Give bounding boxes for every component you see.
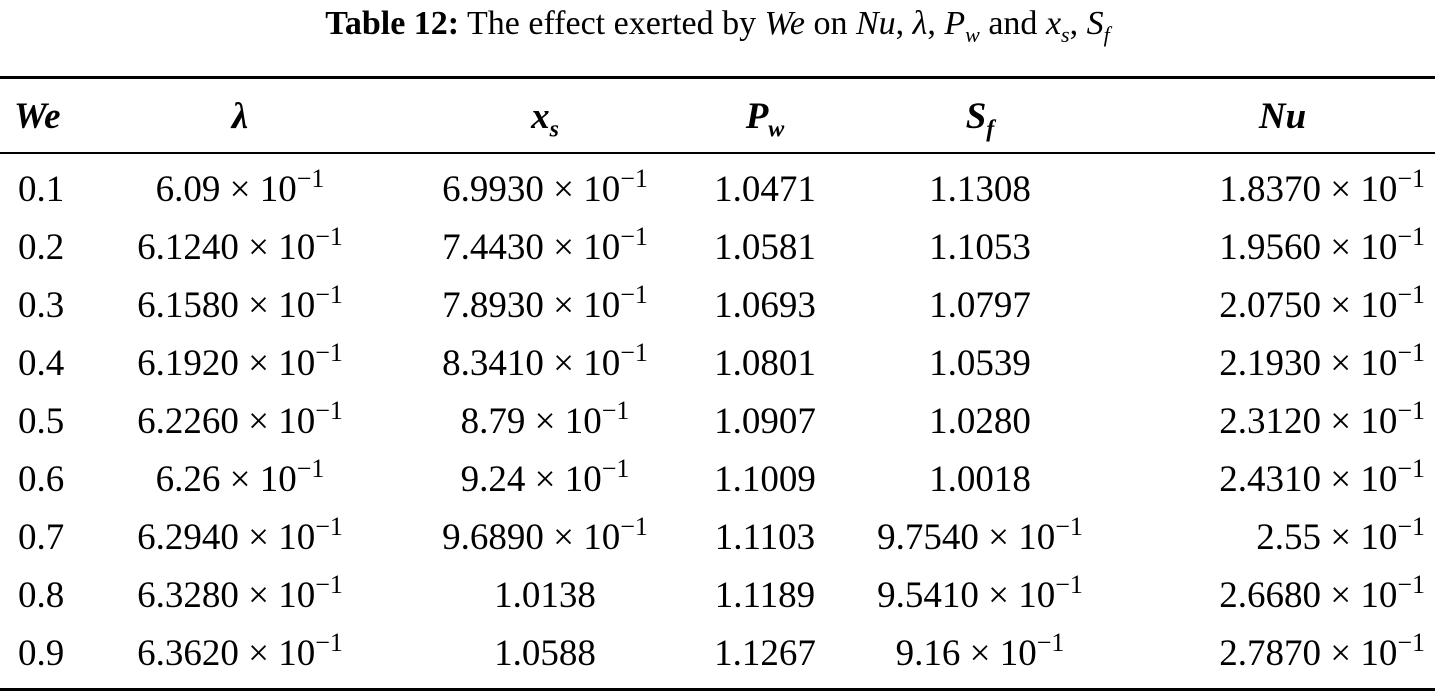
table-row: 0.2 6.1240 × 10−1 7.4430 × 10−1 1.0581 1.105… [0,218,1435,276]
cell-we: 0.5 [18,400,65,442]
cell-lambda: 6.09 × 10−1 [155,163,325,210]
top-rule [0,76,1435,79]
cell-lambda: 6.2260 × 10−1 [137,395,343,442]
data-table: We λ xs Pw Sf Nu 0.1 6.09 × 10−1 6.9930 × 10−1 1… [0,80,1435,682]
cell-pw: 1.1009 [714,458,816,500]
cell-we: 0.4 [18,342,65,384]
caption-text-on: on [813,5,848,42]
caption-symbol-sf: Sf [1086,5,1110,47]
cell-sf: 1.1308 [929,168,1031,210]
header-xs: xs [531,95,559,142]
cell-nu: 2.0750 × 10−1 [1219,279,1425,326]
cell-xs: 9.6890 × 10−1 [442,511,648,558]
cell-we: 0.1 [18,168,65,210]
caption-text-and: and [988,5,1038,42]
header-nu: Nu [1258,95,1307,137]
cell-nu: 2.3120 × 10−1 [1219,395,1425,442]
cell-we: 0.6 [18,458,65,500]
cell-we: 0.7 [18,516,65,558]
header-lambda: λ [231,95,249,137]
cell-xs: 7.8930 × 10−1 [442,279,648,326]
cell-nu: 1.8370 × 10−1 [1219,163,1425,210]
cell-sf: 1.0018 [929,458,1031,500]
cell-xs: 8.79 × 10−1 [460,395,630,442]
cell-xs: 1.0588 [494,632,596,674]
table-body: 0.1 6.09 × 10−1 6.9930 × 10−1 1.0471 1.1308 1… [0,152,1435,682]
cell-pw: 1.0907 [714,400,816,442]
header-sf: Sf [965,95,995,142]
cell-pw: 1.0471 [714,168,816,210]
cell-nu: 2.55 × 10−1 [1256,511,1425,558]
cell-sf: 9.16 × 10−1 [895,627,1065,674]
header-we: We [14,95,61,137]
cell-nu: 2.7870 × 10−1 [1219,627,1425,674]
caption-text: The effect exerted by [467,5,757,42]
cell-lambda: 6.1920 × 10−1 [137,337,343,384]
cell-lambda: 6.1580 × 10−1 [137,279,343,326]
caption-symbol-lambda: λ [912,5,928,42]
cell-lambda: 6.3280 × 10−1 [137,569,343,616]
cell-nu: 2.6680 × 10−1 [1219,569,1425,616]
caption-symbol-pw: Pw [944,5,980,47]
cell-sf: 9.7540 × 10−1 [877,511,1083,558]
cell-xs: 9.24 × 10−1 [460,453,630,500]
table-row: 0.1 6.09 × 10−1 6.9930 × 10−1 1.0471 1.1308 1… [0,152,1435,218]
bottom-rule [0,688,1435,691]
header-rule [0,152,1435,154]
cell-pw: 1.1189 [714,574,816,616]
cell-lambda: 6.2940 × 10−1 [137,511,343,558]
caption-symbol-we: We [764,5,805,42]
table-row: 0.8 6.3280 × 10−1 1.0138 1.1189 9.5410 × 10−… [0,566,1435,624]
cell-lambda: 6.26 × 10−1 [155,453,325,500]
table-row: 0.6 6.26 × 10−1 9.24 × 10−1 1.1009 1.0018 2.4… [0,450,1435,508]
cell-lambda: 6.1240 × 10−1 [137,221,343,268]
cell-nu: 2.4310 × 10−1 [1219,453,1425,500]
cell-sf: 9.5410 × 10−1 [877,569,1083,616]
cell-pw: 1.0581 [714,226,816,268]
cell-xs: 8.3410 × 10−1 [442,337,648,384]
cell-lambda: 6.3620 × 10−1 [137,627,343,674]
cell-we: 0.8 [18,574,65,616]
caption-label: Table 12: [325,5,460,42]
caption-symbol-nu: Nu [855,5,896,42]
cell-nu: 2.1930 × 10−1 [1219,337,1425,384]
table-row: 0.7 6.2940 × 10−1 9.6890 × 10−1 1.1103 9.754… [0,508,1435,566]
table-row: 0.3 6.1580 × 10−1 7.8930 × 10−1 1.0693 1.079… [0,276,1435,334]
cell-pw: 1.1103 [714,516,816,558]
table-row: 0.4 6.1920 × 10−1 8.3410 × 10−1 1.0801 1.053… [0,334,1435,392]
cell-xs: 6.9930 × 10−1 [442,163,648,210]
cell-we: 0.3 [18,284,65,326]
table-caption: Table 12: The effect exerted by We on Nu… [325,5,1110,47]
cell-sf: 1.0280 [929,400,1031,442]
cell-sf: 1.1053 [929,226,1031,268]
header-row: We λ xs Pw Sf Nu [0,80,1435,152]
cell-we: 0.9 [18,632,65,674]
header-pw: Pw [745,95,785,142]
caption-symbol-xs: xs [1045,5,1070,47]
cell-pw: 1.0801 [714,342,816,384]
cell-sf: 1.0539 [929,342,1031,384]
table-row: 0.5 6.2260 × 10−1 8.79 × 10−1 1.0907 1.0280 2… [0,392,1435,450]
cell-pw: 1.1267 [714,632,816,674]
cell-we: 0.2 [18,226,65,268]
cell-sf: 1.0797 [929,284,1031,326]
cell-xs: 1.0138 [494,574,596,616]
cell-pw: 1.0693 [714,284,816,326]
cell-xs: 7.4430 × 10−1 [442,221,648,268]
cell-nu: 1.9560 × 10−1 [1219,221,1425,268]
table-row: 0.9 6.3620 × 10−1 1.0588 1.1267 9.16 × 10−1 2… [0,624,1435,682]
